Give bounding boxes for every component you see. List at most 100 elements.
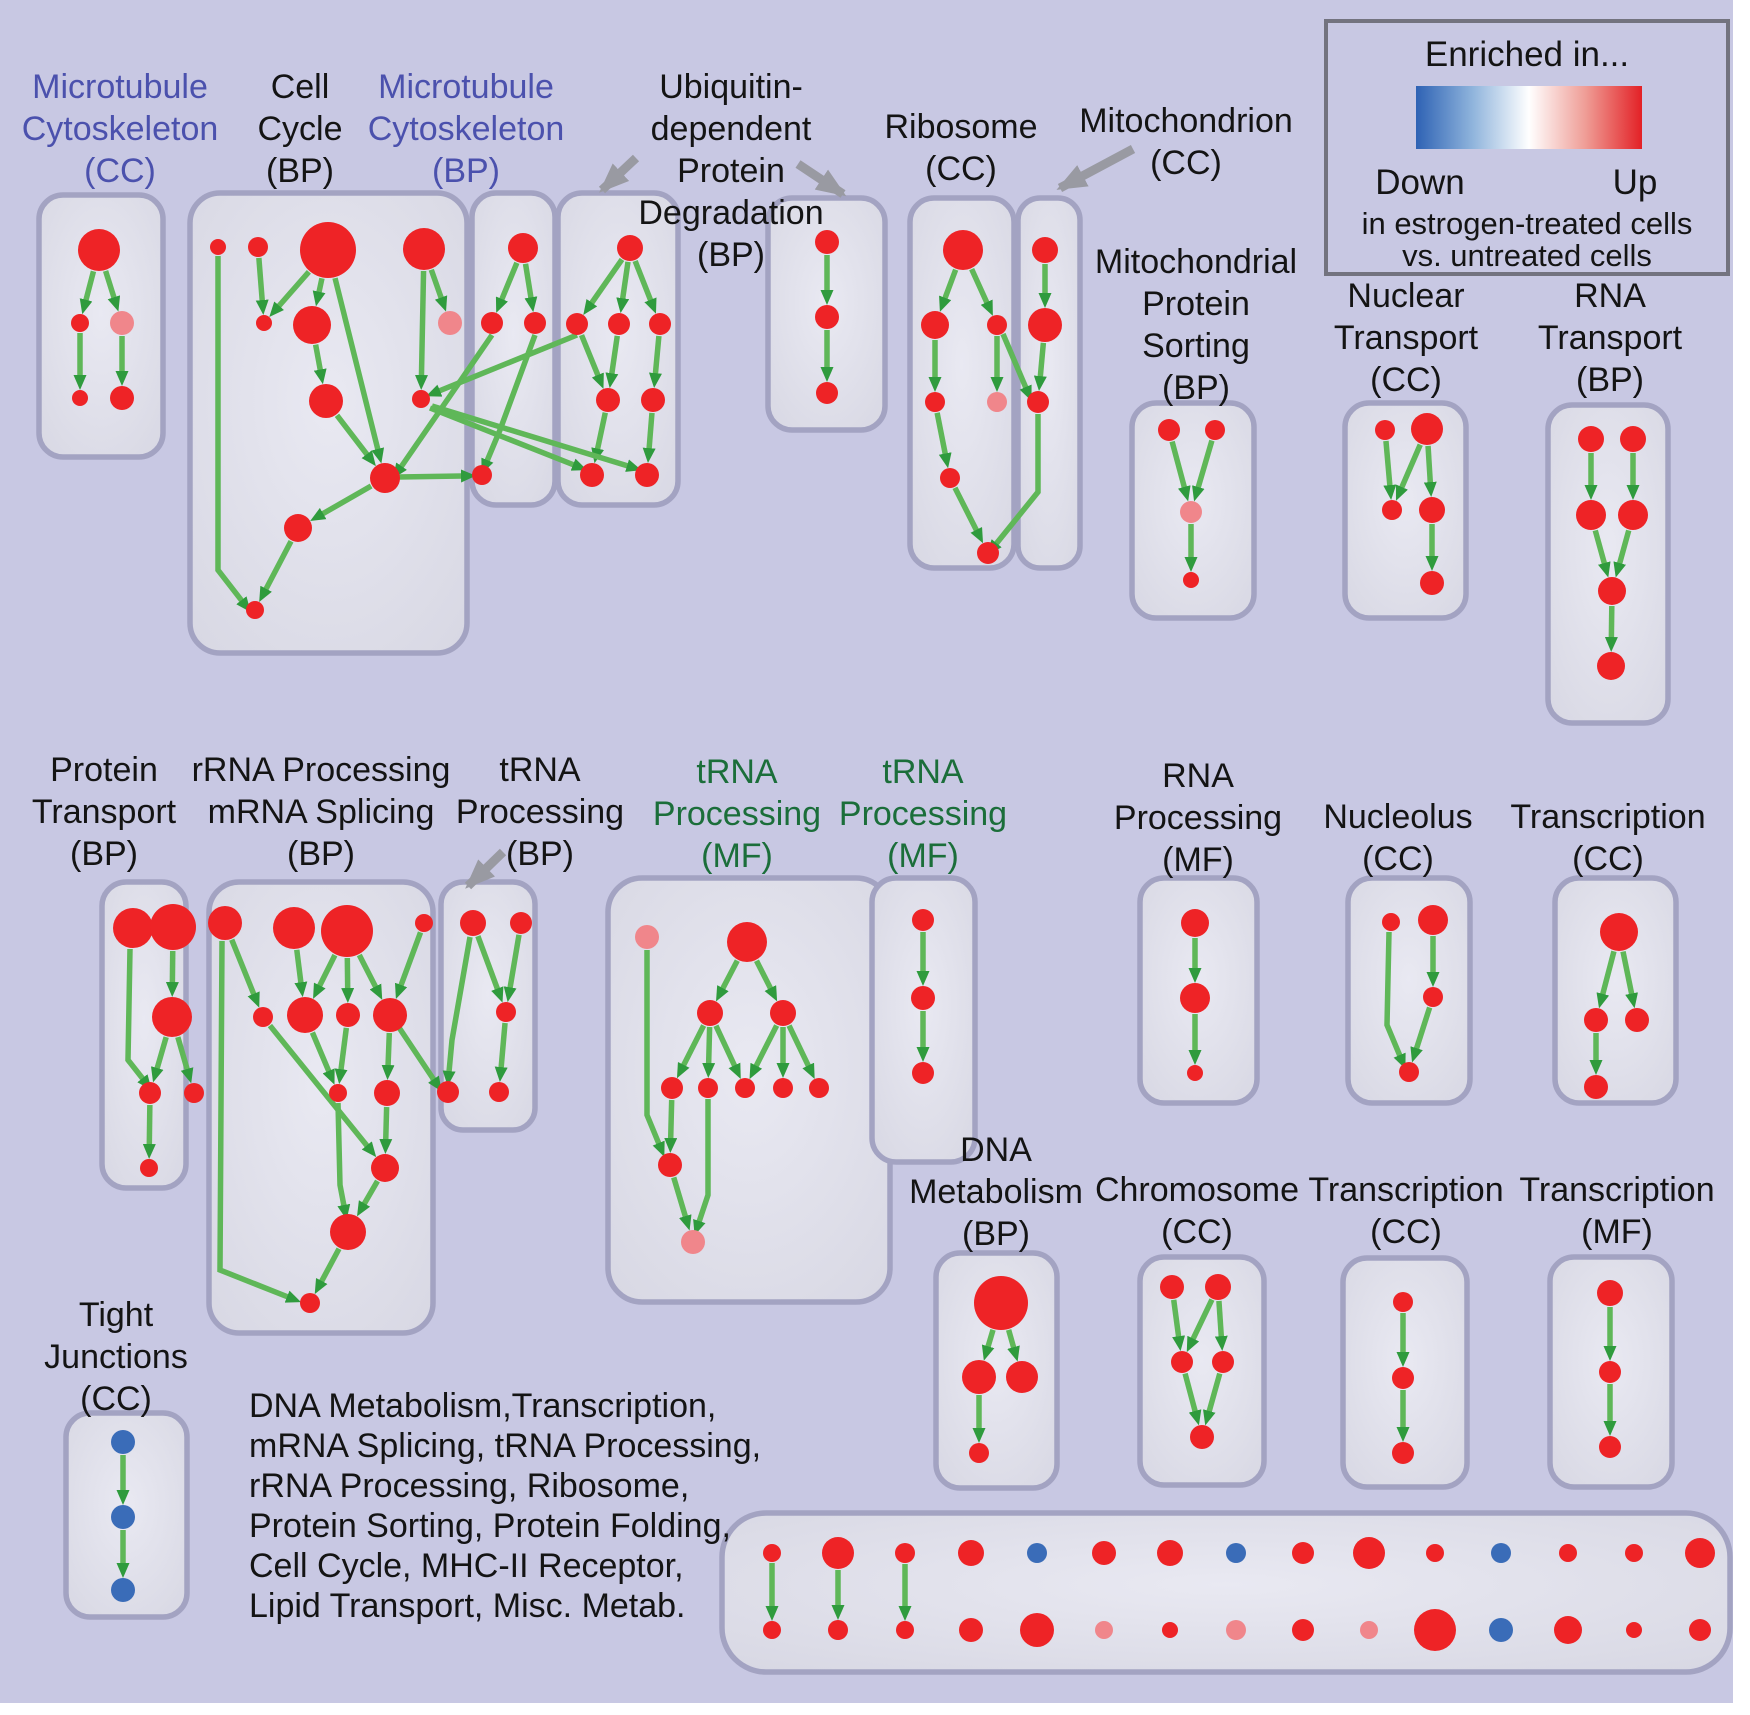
go-term-node-red	[1411, 413, 1443, 445]
edge-arrow	[716, 959, 740, 1002]
go-term-node-red	[1618, 500, 1648, 530]
go-term-node-red	[489, 1082, 509, 1102]
go-term-node-red	[1032, 237, 1058, 263]
cluster-label-dna-metabolism-bp: DNA Metabolism (BP)	[909, 1131, 1083, 1253]
cluster-label-mito-protein-sorting-bp: Mitochondrial Protein Sorting (BP)	[1094, 243, 1298, 407]
go-term-node-red	[1205, 420, 1225, 440]
go-term-node-red	[1597, 1280, 1623, 1306]
edge-arrow	[693, 1099, 711, 1236]
go-term-node-red	[911, 986, 935, 1010]
cluster-label-microtubule-cytoskeleton-bp: Microtubule Cytoskeleton (BP)	[367, 68, 565, 190]
go-term-node-red	[437, 1081, 459, 1103]
edge-arrow	[1620, 951, 1638, 1009]
go-term-node-red	[727, 922, 767, 962]
go-term-node-blue	[1027, 1543, 1047, 1563]
cross-cluster-edge-arrow	[1000, 332, 1032, 401]
legend-gradient-bar	[1416, 86, 1642, 149]
go-term-node-red	[371, 1154, 399, 1182]
go-term-node-red	[641, 388, 665, 412]
go-term-node-red	[1393, 1292, 1413, 1312]
go-term-node-red	[912, 909, 934, 931]
go-term-node-red	[139, 1082, 161, 1104]
edge-arrow	[294, 949, 308, 998]
go-term-node-red	[152, 997, 192, 1037]
go-term-node-red	[140, 1159, 158, 1177]
go-term-node-red	[1180, 983, 1210, 1013]
edge-arrow	[1192, 439, 1215, 502]
go-term-node-red	[1626, 1622, 1642, 1638]
edge-arrow	[702, 1026, 716, 1079]
go-term-node-pink	[438, 311, 462, 335]
legend-up-label: Up	[1612, 163, 1658, 202]
edge-arrow	[102, 270, 121, 312]
go-term-node-red	[815, 305, 839, 329]
go-term-node-red	[1600, 913, 1638, 951]
legend-title: Enriched in...	[1424, 35, 1630, 74]
edge-arrow	[356, 953, 383, 1000]
edge-arrow	[312, 277, 326, 307]
go-term-node-red	[608, 313, 630, 335]
go-term-node-red	[1292, 1619, 1314, 1641]
go-term-node-red	[113, 908, 153, 948]
cluster-label-trna-processing-bp: tRNA Processing (BP)	[455, 751, 625, 873]
edge-arrow	[394, 931, 424, 1000]
go-term-node-red	[974, 1276, 1028, 1330]
go-term-node-red	[321, 905, 373, 957]
go-term-node-red	[1599, 1436, 1621, 1458]
go-term-node-red	[1620, 426, 1646, 452]
go-term-node-red	[977, 542, 999, 564]
go-term-node-red	[1392, 1442, 1414, 1464]
go-term-node-red	[1584, 1075, 1608, 1099]
go-term-node-red	[287, 997, 323, 1033]
cluster-label-rna-processing-mf: RNA Processing (MF)	[1113, 757, 1283, 879]
edge-arrow	[79, 270, 97, 315]
edge-arrow	[142, 1104, 156, 1160]
go-term-node-red	[273, 907, 315, 949]
go-term-node-red	[770, 1000, 796, 1026]
go-term-node-red	[617, 235, 643, 261]
cluster-label-nucleolus-cc: Nucleolus (CC)	[1323, 798, 1473, 878]
go-term-node-red	[763, 1544, 781, 1562]
edge-arrow	[267, 1023, 377, 1158]
cluster-box-chromosome	[1137, 1254, 1267, 1488]
edge-arrow	[1203, 1372, 1223, 1426]
edge-arrow	[481, 334, 538, 474]
cluster-box-transcription-cc-r2	[1552, 875, 1679, 1106]
edge-arrow	[749, 1024, 780, 1080]
edge-arrow	[1596, 950, 1617, 1009]
cluster-label-ubiquitin-degradation-bp: Ubiquitin- dependent Protein Degradation…	[638, 68, 824, 274]
edge-arrow	[1613, 529, 1632, 578]
cluster-label-rrna-mrna-bp: rRNA Processing mRNA Splicing (BP)	[191, 751, 451, 873]
go-term-node-pink	[1180, 501, 1202, 523]
go-term-node-red	[1414, 1609, 1456, 1651]
go-term-node-red	[969, 1443, 989, 1463]
cluster-label-cell-cycle-bp: Cell Cycle (BP)	[257, 68, 343, 190]
cluster-box-ribosome	[907, 195, 1017, 571]
cross-cluster-edge-arrow	[393, 333, 495, 479]
go-term-node-blue	[111, 1430, 135, 1454]
go-term-node-red	[329, 1084, 347, 1102]
go-term-node-red	[403, 228, 445, 270]
go-term-node-red	[635, 463, 659, 487]
go-term-node-red	[300, 1293, 320, 1313]
legend-box: Enriched in... Down Up in estrogen-treat…	[1324, 19, 1730, 276]
cluster-label-transcription-cc-row4: Transcription (CC)	[1308, 1171, 1504, 1251]
go-term-node-red	[1689, 1619, 1711, 1641]
misc-cluster-note: DNA Metabolism,Transcription, mRNA Splic…	[249, 1387, 762, 1625]
edge-arrow	[1384, 931, 1406, 1069]
go-term-node-red	[1382, 500, 1402, 520]
go-term-node-red	[921, 311, 949, 339]
label-pointer-arrow	[598, 154, 640, 194]
edge-arrow	[495, 261, 520, 313]
go-term-node-pink	[681, 1230, 705, 1254]
edge-arrow	[1170, 1299, 1186, 1352]
go-term-node-pink	[635, 925, 659, 949]
cluster-label-tight-junctions-cc: Tight Junctions (CC)	[44, 1296, 188, 1418]
go-term-node-red	[1554, 1616, 1582, 1644]
edge-arrow	[414, 270, 428, 391]
edge-arrow	[1186, 1298, 1215, 1353]
label-pointer-arrow	[464, 848, 507, 890]
go-term-node-red	[1598, 577, 1626, 605]
go-term-node-red	[896, 1621, 914, 1639]
go-term-node-red	[735, 1078, 755, 1098]
